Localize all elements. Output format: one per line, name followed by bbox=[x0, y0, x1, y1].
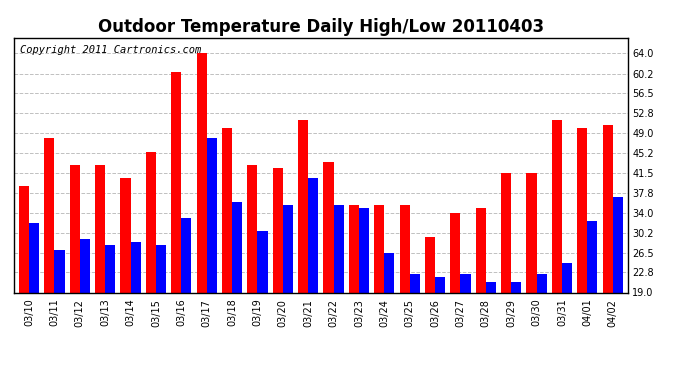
Bar bbox=[552, 120, 562, 292]
Bar bbox=[146, 152, 156, 292]
Bar bbox=[222, 128, 232, 292]
Bar bbox=[537, 274, 546, 292]
Bar bbox=[348, 205, 359, 292]
Bar bbox=[207, 138, 217, 292]
Bar bbox=[460, 274, 471, 292]
Bar bbox=[308, 178, 318, 292]
Bar bbox=[511, 282, 522, 292]
Bar bbox=[526, 173, 537, 292]
Bar bbox=[283, 205, 293, 292]
Bar bbox=[435, 277, 445, 292]
Bar bbox=[374, 205, 384, 292]
Bar bbox=[44, 138, 55, 292]
Bar bbox=[451, 213, 460, 292]
Bar bbox=[95, 165, 105, 292]
Bar bbox=[384, 253, 395, 292]
Bar bbox=[257, 231, 268, 292]
Bar bbox=[156, 245, 166, 292]
Bar bbox=[324, 162, 333, 292]
Bar bbox=[247, 165, 257, 292]
Bar bbox=[80, 239, 90, 292]
Bar bbox=[55, 250, 65, 292]
Bar bbox=[602, 125, 613, 292]
Bar bbox=[333, 205, 344, 292]
Bar bbox=[400, 205, 410, 292]
Bar bbox=[130, 242, 141, 292]
Bar bbox=[425, 237, 435, 292]
Bar bbox=[587, 221, 598, 292]
Bar bbox=[486, 282, 496, 292]
Title: Outdoor Temperature Daily High/Low 20110403: Outdoor Temperature Daily High/Low 20110… bbox=[98, 18, 544, 36]
Bar bbox=[501, 173, 511, 292]
Bar bbox=[70, 165, 80, 292]
Bar bbox=[273, 168, 283, 292]
Bar bbox=[562, 263, 572, 292]
Bar bbox=[410, 274, 420, 292]
Bar bbox=[171, 72, 181, 292]
Text: Copyright 2011 Cartronics.com: Copyright 2011 Cartronics.com bbox=[20, 45, 201, 55]
Bar bbox=[181, 218, 191, 292]
Bar bbox=[197, 54, 207, 292]
Bar bbox=[475, 207, 486, 292]
Bar bbox=[298, 120, 308, 292]
Bar bbox=[105, 245, 115, 292]
Bar bbox=[120, 178, 130, 292]
Bar bbox=[613, 197, 623, 292]
Bar bbox=[577, 128, 587, 292]
Bar bbox=[19, 186, 29, 292]
Bar bbox=[232, 202, 242, 292]
Bar bbox=[29, 224, 39, 292]
Bar bbox=[359, 207, 369, 292]
